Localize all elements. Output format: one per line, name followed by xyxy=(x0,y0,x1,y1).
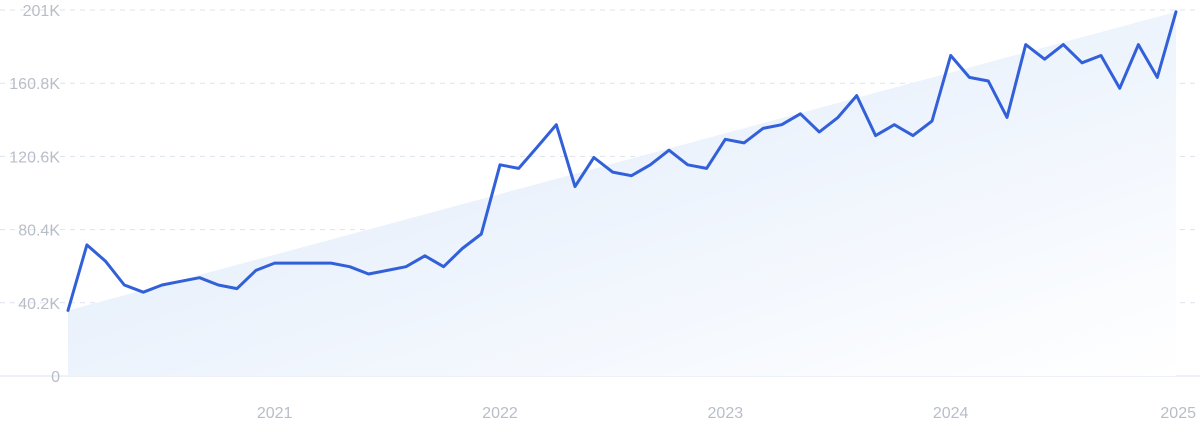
series-line xyxy=(66,10,1178,312)
x-tick-label: 2025 xyxy=(1160,405,1196,422)
x-tick-label: 2022 xyxy=(482,405,518,422)
y-tick-label: 120.6K xyxy=(9,149,60,166)
y-tick-label: 160.8K xyxy=(9,76,60,93)
y-tick-label: 40.2K xyxy=(18,296,60,313)
y-tick-label: 80.4K xyxy=(18,223,60,240)
y-axis-labels: 0 40.2K 80.4K 120.6K 160.8K 201K xyxy=(9,3,60,386)
y-tick-label: 0 xyxy=(51,369,60,386)
y-tick-label: 201K xyxy=(23,3,61,20)
x-axis-labels: 2021 2022 2023 2024 2025 xyxy=(257,405,1196,422)
x-tick-label: 2021 xyxy=(257,405,293,422)
x-tick-label: 2024 xyxy=(933,405,969,422)
trend-area xyxy=(68,11,1176,377)
x-tick-label: 2023 xyxy=(708,405,744,422)
